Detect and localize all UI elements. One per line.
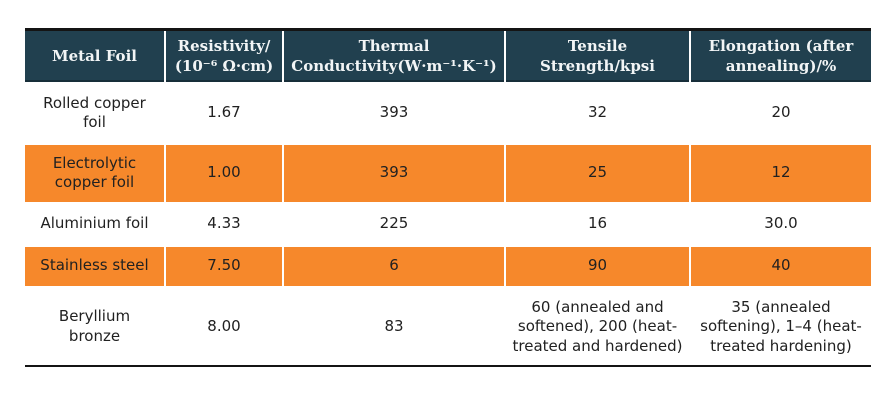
table-row: Stainless steel 7.50 6 90 40 — [25, 245, 871, 289]
column-header-tensile-strength: Tensile Strength/kpsi — [504, 31, 690, 85]
column-header-line: Metal Foil — [52, 47, 137, 66]
column-header-line: Conductivity(W·m⁻¹·K⁻¹) — [291, 57, 497, 76]
cell-resistivity: 1.67 — [164, 83, 283, 145]
table-row: Electrolytic copper foil 1.00 393 25 12 — [25, 143, 871, 205]
column-header-elongation: Elongation (after annealing)/% — [689, 31, 871, 85]
cell-tensile-strength: 60 (annealed and softened), 200 (heat-tr… — [504, 287, 690, 365]
column-header-line: Tensile — [567, 37, 628, 55]
cell-thermal-conductivity: 6 — [282, 245, 505, 289]
table-row: Aluminium foil 4.33 225 16 30.0 — [25, 203, 871, 247]
header-row: Metal Foil Resistivity/ (10⁻⁶ Ω·cm) Thermal… — [25, 31, 871, 85]
metal-foil-properties-table: Metal Foil Resistivity/ (10⁻⁶ Ω·cm) Thermal… — [25, 28, 871, 367]
cell-thermal-conductivity: 393 — [282, 143, 505, 205]
column-header-line: Resistivity/ — [177, 37, 271, 55]
cell-tensile-strength: 16 — [504, 203, 690, 247]
table-header: Metal Foil Resistivity/ (10⁻⁶ Ω·cm) Thermal… — [25, 31, 871, 85]
column-header-line: annealing)/% — [725, 57, 837, 76]
cell-elongation: 30.0 — [689, 203, 871, 247]
table-body: Rolled copper foil 1.67 393 32 20 Electrolyti… — [25, 83, 871, 365]
cell-resistivity: 8.00 — [164, 287, 283, 365]
cell-metal-foil: Aluminium foil — [25, 203, 165, 247]
cell-resistivity: 4.33 — [164, 203, 283, 247]
cell-tensile-strength: 32 — [504, 83, 690, 145]
table-row: Beryllium bronze 8.00 83 60 (annealed and s… — [25, 287, 871, 365]
column-header-resistivity: Resistivity/ (10⁻⁶ Ω·cm) — [164, 31, 283, 85]
cell-metal-foil: Electrolytic copper foil — [25, 143, 165, 205]
cell-elongation: 20 — [689, 83, 871, 145]
column-header-line: Thermal — [358, 37, 430, 55]
cell-resistivity: 1.00 — [164, 143, 283, 205]
cell-thermal-conductivity: 83 — [282, 287, 505, 365]
column-header-line: Strength/kpsi — [540, 57, 655, 76]
cell-tensile-strength: 90 — [504, 245, 690, 289]
cell-thermal-conductivity: 225 — [282, 203, 505, 247]
cell-tensile-strength: 25 — [504, 143, 690, 205]
column-header-metal-foil: Metal Foil — [25, 31, 165, 85]
column-header-thermal-conductivity: Thermal Conductivity(W·m⁻¹·K⁻¹) — [282, 31, 505, 85]
cell-metal-foil: Rolled copper foil — [25, 83, 165, 145]
cell-thermal-conductivity: 393 — [282, 83, 505, 145]
column-header-line: Elongation (after — [708, 37, 854, 55]
cell-resistivity: 7.50 — [164, 245, 283, 289]
cell-elongation: 35 (annealed softening), 1–4 (heat-treat… — [689, 287, 871, 365]
cell-elongation: 12 — [689, 143, 871, 205]
column-header-line: (10⁻⁶ Ω·cm) — [174, 57, 274, 76]
table-row: Rolled copper foil 1.67 393 32 20 — [25, 83, 871, 145]
cell-elongation: 40 — [689, 245, 871, 289]
cell-metal-foil: Beryllium bronze — [25, 287, 165, 365]
data-table: Metal Foil Resistivity/ (10⁻⁶ Ω·cm) Thermal… — [25, 31, 871, 365]
cell-metal-foil: Stainless steel — [25, 245, 165, 289]
